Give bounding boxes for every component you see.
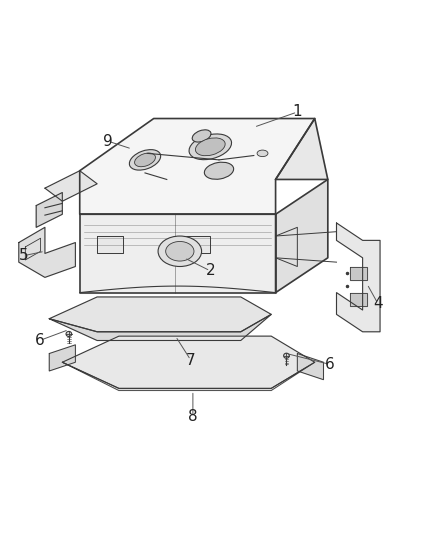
Ellipse shape: [192, 130, 211, 142]
Polygon shape: [350, 293, 367, 305]
Ellipse shape: [158, 236, 201, 266]
Polygon shape: [45, 171, 97, 201]
Polygon shape: [49, 314, 271, 341]
Polygon shape: [80, 214, 276, 293]
Polygon shape: [80, 118, 315, 214]
Polygon shape: [276, 118, 328, 180]
Ellipse shape: [166, 241, 194, 261]
Text: 9: 9: [103, 134, 113, 149]
Ellipse shape: [195, 138, 225, 156]
Ellipse shape: [205, 162, 233, 179]
Polygon shape: [62, 336, 315, 389]
Polygon shape: [36, 192, 62, 228]
Ellipse shape: [189, 134, 232, 160]
Polygon shape: [276, 228, 297, 266]
Text: 1: 1: [293, 104, 302, 119]
Text: 5: 5: [19, 248, 29, 263]
Polygon shape: [336, 223, 380, 332]
Ellipse shape: [257, 150, 268, 157]
Ellipse shape: [134, 153, 155, 167]
Polygon shape: [276, 180, 328, 293]
Polygon shape: [49, 345, 75, 371]
Text: 4: 4: [373, 296, 383, 311]
Ellipse shape: [66, 332, 72, 336]
Polygon shape: [350, 266, 367, 279]
Text: 7: 7: [186, 352, 195, 368]
Polygon shape: [297, 353, 323, 379]
Polygon shape: [97, 236, 123, 254]
Text: 8: 8: [188, 409, 198, 424]
Polygon shape: [49, 297, 271, 332]
Polygon shape: [62, 362, 315, 391]
Ellipse shape: [129, 150, 161, 170]
Polygon shape: [184, 236, 210, 254]
Text: 2: 2: [205, 263, 215, 278]
Text: 6: 6: [325, 357, 335, 372]
Text: 6: 6: [35, 333, 45, 348]
Polygon shape: [19, 228, 75, 277]
Ellipse shape: [284, 353, 289, 358]
